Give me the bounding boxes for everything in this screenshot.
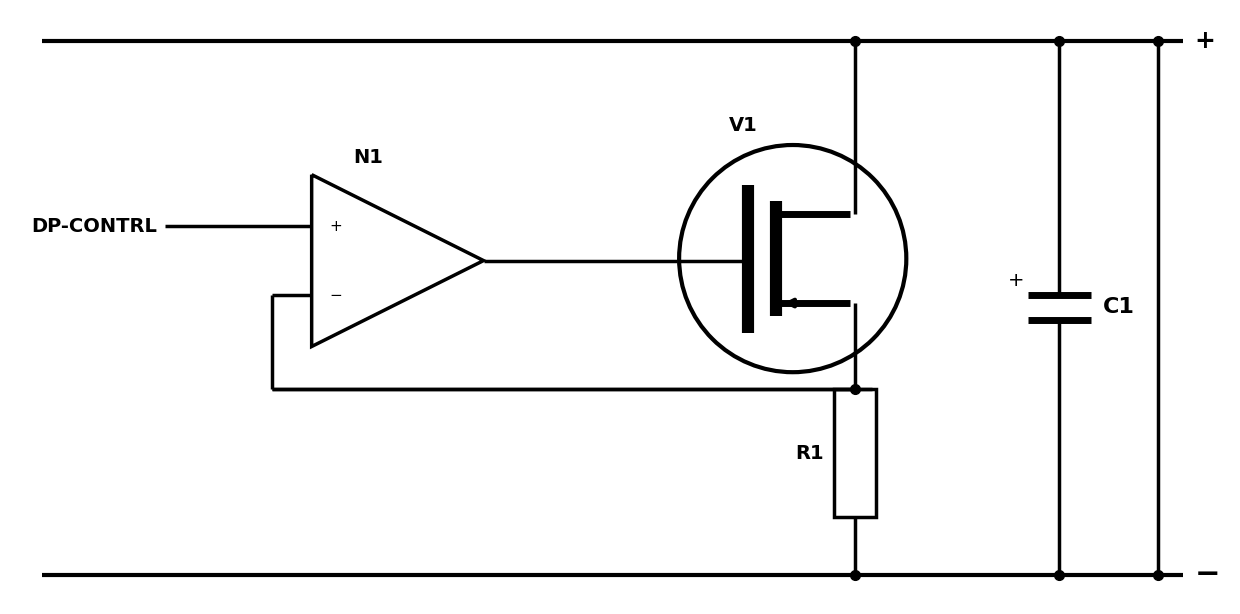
Text: +: + [330, 219, 342, 233]
Text: −: − [1195, 560, 1220, 589]
Text: DP-CONTRL: DP-CONTRL [32, 217, 157, 236]
Text: −: − [330, 287, 342, 303]
Text: +: + [1195, 29, 1215, 53]
Text: V1: V1 [729, 116, 758, 135]
Text: N1: N1 [353, 148, 383, 167]
Text: R1: R1 [796, 444, 825, 463]
Bar [835, 389, 875, 518]
Text: +: + [1008, 271, 1024, 290]
Text: C1: C1 [1102, 297, 1135, 317]
